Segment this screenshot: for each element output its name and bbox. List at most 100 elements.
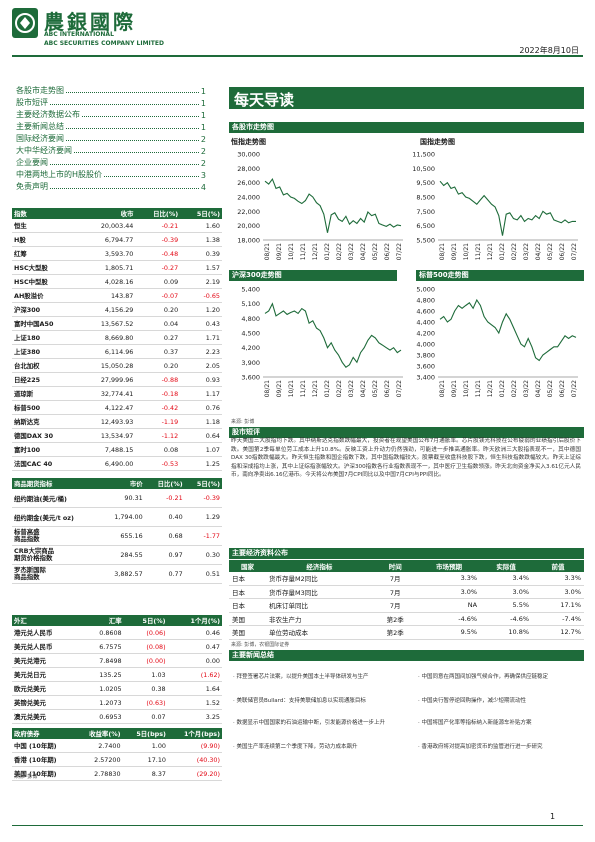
table-cell: 3.0% (417, 585, 481, 599)
toc-item[interactable]: 主要新闻总结 1 (16, 120, 206, 132)
toc-item[interactable]: 中港两地上市的H股股价 3 (16, 168, 206, 180)
table-cell: 货币存量M2同比 (266, 572, 373, 586)
toc-item[interactable]: 大中华经济要闻 2 (16, 144, 206, 156)
x-tick-label: 04/22 (360, 380, 367, 397)
indices-table: 指数 收市 日比(%) 5日(%) 恒生 20,003.44 -0.21 1.60 H股 6,79… (12, 208, 222, 471)
spx-line-chart: 5,000 4,800 4,600 4,400 4,200 4,000 3,800 3,600… (416, 286, 578, 397)
y-tick-label: 5,500 (416, 237, 435, 245)
table-cell: 6.7575 (80, 639, 124, 654)
toc-leader (82, 116, 199, 117)
y-tick-label: 5,000 (416, 286, 435, 294)
table-row: 标普高盛 商品指数 655.16 0.68 -1.77 (12, 526, 222, 546)
toc-item-label: 企业要闻 (16, 158, 48, 167)
news-item: · 中国将国产化率等指标纳入新能源车补贴方案 (418, 720, 532, 726)
table-cell: 0.38 (123, 681, 168, 696)
y-tick-label: 6,500 (416, 222, 435, 230)
x-tick-label: 04/22 (535, 243, 542, 260)
toc-item[interactable]: 股市短评 1 (16, 96, 206, 108)
y-tick-label: 4,800 (416, 297, 435, 305)
table-row: 德国DAX 30 13,534.97 -1.12 0.64 (12, 428, 222, 443)
toc-leader (50, 104, 199, 105)
page-title: 每天导读 (234, 91, 295, 109)
y-tick-label: 11,500 (412, 151, 435, 159)
left-source-note: 来源: 彭博 (14, 774, 38, 780)
toc-item-page: 1 (200, 99, 206, 108)
x-tick-label: 04/22 (360, 243, 367, 260)
x-tick-label: 09/21 (451, 380, 458, 397)
table-row: 道琼斯 32,774.41 -0.18 1.17 (12, 386, 222, 401)
table-cell: 0.37 (135, 344, 181, 359)
x-tick-label: 08/21 (439, 380, 446, 397)
table-row: 日本 货币存量M3同比 7月 3.0% 3.0% 3.0% (229, 585, 584, 599)
table-cell: 上证380 (12, 344, 79, 359)
table-cell: 2.05 (180, 358, 222, 373)
table-row: 美元兑日元 135.25 1.03 (1.62) (12, 667, 222, 682)
y-tick-label: 8,500 (416, 194, 435, 202)
toc-item[interactable]: 免责声明 4 (16, 180, 206, 192)
toc-item-page: 2 (200, 147, 206, 156)
table-cell: 0.51 (184, 564, 222, 584)
toc-item[interactable]: 主要经济数据公布 1 (16, 108, 206, 120)
table-cell: 美元兑港元 (12, 653, 81, 668)
hsi-chart-title: 恒指走势图 (231, 138, 266, 146)
x-tick-label: 06/22 (384, 380, 391, 397)
table-cell: 143.87 (78, 288, 136, 303)
toc-item-label: 中港两地上市的H股股价 (16, 170, 103, 179)
table-cell: 红筹 (12, 246, 79, 261)
toc-item-page: 2 (200, 135, 206, 144)
table-row: AH股溢价 143.87 -0.07 -0.65 (12, 288, 222, 303)
x-tick-label: 01/22 (324, 380, 331, 397)
x-tick-label: 08/21 (264, 243, 271, 260)
table-cell: 4,122.47 (78, 400, 136, 415)
toc-leader (66, 140, 199, 141)
table-cell: -0.39 (184, 489, 222, 508)
table-cell: 3.4% (480, 572, 533, 586)
toc-item[interactable]: 各股市走势图 1 (16, 84, 206, 96)
table-row: 美国 (10年期) 2.78830 8.37 (29.20) (12, 766, 222, 781)
table-cell: 非农生产力 (266, 612, 373, 626)
x-tick-label: 06/22 (559, 243, 566, 260)
table-cell: 2.78830 (74, 766, 123, 781)
toc-item[interactable]: 国际经济要闻 2 (16, 132, 206, 144)
table-header-cell: 1个月(%) (167, 615, 222, 626)
table-cell: 纽约期金(美元/t oz) (12, 507, 100, 527)
table-cell: 1.64 (167, 681, 222, 696)
news-item: · 美联储官员Bullard：支持美联储加息以实现通胀目标 (233, 698, 366, 704)
table-cell: 6,490.00 (78, 456, 136, 471)
table-row: H股 6,794.77 -0.39 1.38 (12, 232, 222, 247)
table-row: 美元兑港元 7.8498 (0.00) 0.00 (12, 653, 222, 668)
series-line (264, 302, 402, 368)
table-cell: 单位劳动成本 (266, 625, 373, 640)
hsi-line-chart: 30,000 28,000 26,000 24,000 22,000 20,000 18,0… (237, 151, 403, 260)
table-cell: AH股溢价 (12, 288, 79, 303)
table-row: 欧元兑美元 1.0205 0.38 1.64 (12, 681, 222, 696)
table-header-cell: 前值 (532, 560, 584, 572)
table-cell: -1.19 (135, 414, 181, 429)
table-header-cell: 时间 (372, 560, 418, 572)
table-header-cell: 收益率(%) (74, 728, 123, 739)
x-tick-label: 07/22 (396, 380, 403, 397)
table-cell: (0.06) (123, 626, 168, 640)
y-tick-label: 5,400 (241, 286, 260, 294)
table-header-cell: 5日(bps) (122, 728, 168, 739)
table-cell: 美国 (10年期) (12, 766, 75, 781)
series-line (439, 298, 577, 362)
table-cell: 富时中国A50 (12, 316, 79, 331)
table-cell: 中国 (10年期) (12, 739, 75, 753)
x-tick-label: 03/22 (523, 380, 530, 397)
spx-chart-header: 标普500走势图 (416, 270, 584, 281)
table-row: 美元兑人民币 6.7575 (0.08) 0.47 (12, 639, 222, 654)
y-tick-label: 9,500 (416, 179, 435, 187)
table-cell: 3.3% (417, 572, 481, 586)
toc-item-page: 4 (200, 183, 206, 192)
table-row: 恒生 20,003.44 -0.21 1.60 (12, 219, 222, 233)
toc-leader (66, 128, 199, 129)
toc-item[interactable]: 企业要闻 2 (16, 156, 206, 168)
csi300-chart-header: 沪深300走势图 (229, 270, 397, 281)
news-item: · 中国同意在两国间加强气候合作，再确保供应链稳定 (418, 674, 548, 680)
table-cell: 0.07 (123, 709, 168, 724)
table-row: CRB大宗商品 期货价格指数 284.55 0.97 0.30 (12, 545, 222, 565)
x-tick-label: 07/22 (396, 243, 403, 260)
x-tick-label: 12/21 (312, 243, 319, 260)
table-cell: 1.52 (167, 695, 222, 710)
